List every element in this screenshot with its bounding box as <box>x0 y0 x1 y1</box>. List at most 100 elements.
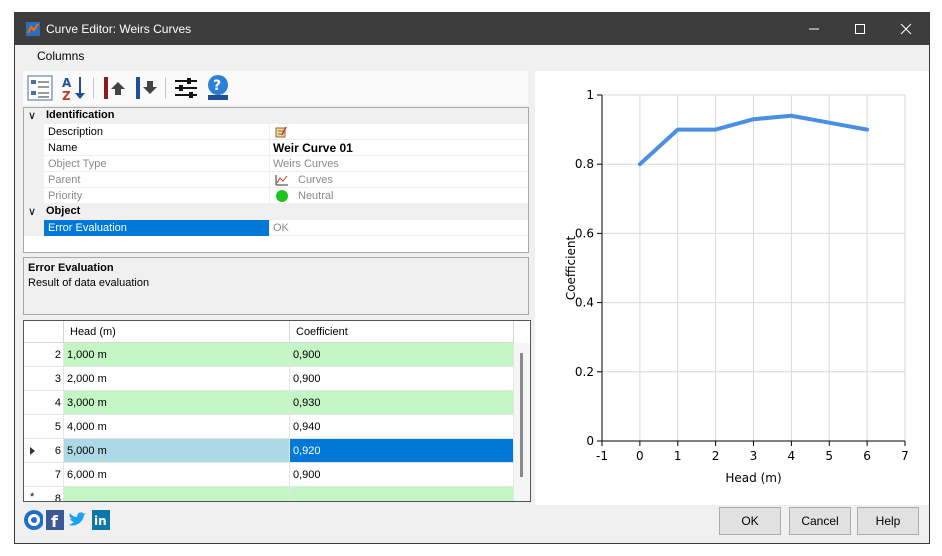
head-cell[interactable]: 2,000 m <box>64 367 290 391</box>
column-divider <box>269 172 270 188</box>
table-row-new[interactable]: * 8 <box>24 487 514 501</box>
title-bar: Curve Editor: Weirs Curves <box>15 13 929 45</box>
svg-text:Z: Z <box>62 89 71 103</box>
head-cell[interactable]: 4,000 m <box>64 415 290 439</box>
categorized-icon <box>27 75 53 101</box>
priority-value: Neutral <box>298 190 334 202</box>
header-label: Coefficient <box>296 326 348 338</box>
toolbar-separator <box>93 77 94 99</box>
x-tick-label: 5 <box>825 449 833 463</box>
property-label: Name <box>48 142 78 154</box>
name-value[interactable]: Weir Curve 01 <box>273 141 353 155</box>
menu-columns[interactable]: Columns <box>37 49 85 63</box>
y-tick-label: 0.6 <box>575 226 594 240</box>
data-grid: Head (m) Coefficient 2 1,000 m 0,900 3 2… <box>23 320 531 502</box>
data-point <box>790 115 792 117</box>
x-tick-label: 6 <box>863 449 871 463</box>
property-label: Object Type <box>48 158 107 170</box>
category-object[interactable]: ∨ Object <box>24 204 528 220</box>
coefficient-cell[interactable]: 0,920 <box>290 439 514 463</box>
row-gutter <box>24 140 44 156</box>
ok-button[interactable]: OK <box>719 507 781 535</box>
coefficient-cell[interactable]: 0,940 <box>290 415 514 439</box>
table-row[interactable]: 7 6,000 m 0,900 <box>24 463 514 487</box>
head-cell[interactable]: 3,000 m <box>64 391 290 415</box>
row-index: 4 <box>24 391 64 415</box>
head-cell[interactable]: 5,000 m <box>64 439 290 463</box>
settings-button[interactable] <box>171 73 201 103</box>
row-header-corner <box>24 321 64 343</box>
header-label: Head (m) <box>70 326 116 338</box>
property-label: Error Evaluation <box>48 222 127 234</box>
sort-alphabetical-button[interactable]: A Z <box>59 73 89 103</box>
table-row[interactable]: 4 3,000 m 0,930 <box>24 391 514 415</box>
coefficient-cell[interactable]: 0,900 <box>290 343 514 367</box>
data-point <box>866 129 868 131</box>
error-eval-value: OK <box>273 222 289 234</box>
linkedin-icon[interactable]: in <box>91 509 111 531</box>
table-row[interactable]: 5 4,000 m 0,940 <box>24 415 514 439</box>
table-row-selected[interactable]: 6 5,000 m 0,920 <box>24 439 514 463</box>
app-logo-icon[interactable] <box>23 509 43 531</box>
head-cell[interactable]: 1,000 m <box>64 343 290 367</box>
green-status-icon <box>276 190 288 202</box>
maximize-button[interactable] <box>837 13 883 45</box>
category-identification[interactable]: ∨ Identification <box>24 108 528 124</box>
move-up-icon <box>104 77 125 99</box>
table-row[interactable]: 2 1,000 m 0,900 <box>24 343 514 367</box>
data-point <box>639 163 641 165</box>
property-label: Description <box>48 126 104 138</box>
chevron-down-icon[interactable]: ∨ <box>28 206 37 218</box>
categorized-view-button[interactable] <box>25 73 55 103</box>
move-down-button[interactable] <box>131 73 161 103</box>
row-gutter <box>24 220 44 236</box>
head-cell[interactable]: 6,000 m <box>64 463 290 487</box>
cancel-button[interactable]: Cancel <box>789 507 851 535</box>
edit-icon[interactable] <box>275 126 287 138</box>
selected-property[interactable]: Error Evaluation <box>44 220 269 236</box>
curve-editor-window: Curve Editor: Weirs Curves Columns A <box>14 12 930 544</box>
x-tick-label: -1 <box>596 449 608 463</box>
column-header-coefficient[interactable]: Coefficient <box>290 321 514 343</box>
property-name[interactable]: Name Weir Curve 01 <box>24 140 528 156</box>
x-tick-label: 1 <box>674 449 682 463</box>
row-index: 3 <box>24 367 64 391</box>
y-axis-label: Coefficient <box>564 236 578 301</box>
close-button[interactable] <box>883 13 929 45</box>
minimize-button[interactable] <box>791 13 837 45</box>
move-up-button[interactable] <box>99 73 129 103</box>
sliders-icon <box>175 78 197 98</box>
column-header-head[interactable]: Head (m) <box>64 321 290 343</box>
property-parent: Parent Curves <box>24 172 528 188</box>
table-row[interactable]: 3 2,000 m 0,900 <box>24 367 514 391</box>
twitter-icon[interactable] <box>67 509 87 531</box>
column-divider <box>269 124 270 140</box>
svg-text:?: ? <box>213 78 221 94</box>
row-index: 5 <box>24 415 64 439</box>
svg-text:in: in <box>94 514 107 528</box>
x-tick-label: 7 <box>901 449 909 463</box>
coefficient-cell[interactable]: 0,900 <box>290 367 514 391</box>
coefficient-cell[interactable]: 0,930 <box>290 391 514 415</box>
row-gutter <box>24 156 44 172</box>
x-tick-label: 4 <box>788 449 796 463</box>
coefficient-cell[interactable] <box>290 487 514 501</box>
property-error-evaluation[interactable]: Error Evaluation OK <box>24 220 528 236</box>
minimize-icon <box>809 28 819 30</box>
data-point <box>828 122 830 124</box>
object-type-value: Weirs Curves <box>273 158 339 170</box>
coefficient-cell[interactable]: 0,900 <box>290 463 514 487</box>
data-point <box>677 129 679 131</box>
scroll-thumb[interactable] <box>520 353 523 477</box>
y-tick-label: 0.4 <box>575 296 594 310</box>
row-gutter <box>24 124 44 140</box>
vertical-scrollbar[interactable] <box>514 343 530 501</box>
row-index: 7 <box>24 463 64 487</box>
property-description[interactable]: Description <box>24 124 528 140</box>
help-button[interactable]: Help <box>857 507 919 535</box>
chevron-down-icon[interactable]: ∨ <box>28 110 37 122</box>
help-tool-button[interactable]: ? <box>203 73 233 103</box>
head-cell[interactable] <box>64 487 290 501</box>
facebook-icon[interactable]: f <box>45 509 65 531</box>
